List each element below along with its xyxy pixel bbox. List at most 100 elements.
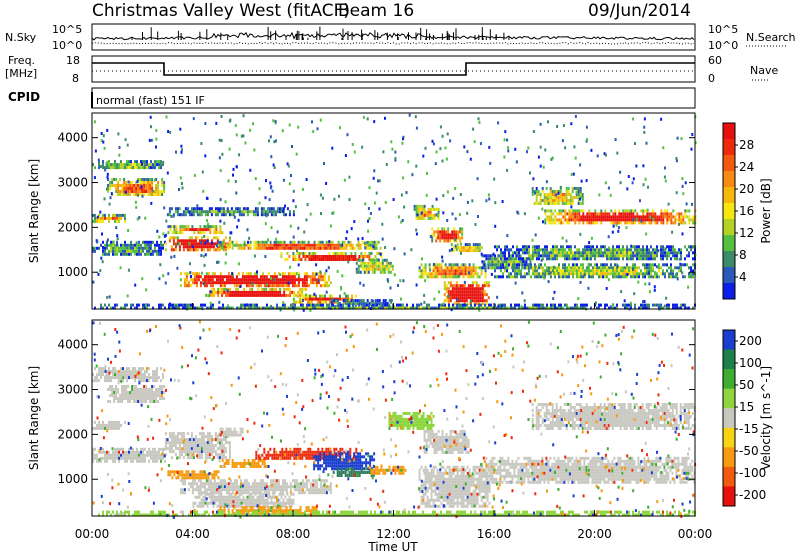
heatmap-cell [301, 243, 304, 247]
heatmap-cell [662, 221, 665, 225]
heatmap-cell [279, 273, 282, 277]
heatmap-cell [271, 275, 274, 279]
heatmap-cell [420, 272, 423, 276]
heatmap-cell [164, 233, 167, 237]
heatmap-cell [338, 252, 341, 255]
heatmap-cell [549, 187, 552, 190]
heatmap-cell [203, 281, 206, 285]
heatmap-cell [100, 459, 102, 463]
heatmap-cell [523, 299, 526, 303]
heatmap-cell [301, 278, 304, 282]
heatmap-cell [536, 254, 538, 258]
heatmap-cell [495, 263, 498, 267]
heatmap-cell [306, 203, 309, 207]
heatmap-cell [356, 258, 359, 261]
heatmap-cell [548, 272, 550, 276]
heatmap-cell [467, 287, 470, 291]
heatmap-cell [494, 201, 497, 205]
heatmap-cell [533, 202, 536, 205]
heatmap-cell [280, 252, 283, 255]
heatmap-cell [321, 240, 324, 244]
heatmap-cell [495, 260, 498, 264]
heatmap-cell [472, 306, 474, 310]
heatmap-cell [299, 243, 302, 247]
heatmap-cell [546, 269, 548, 273]
heatmap-cell [299, 290, 302, 294]
heatmap-cell [449, 239, 452, 243]
heatmap-cell [204, 245, 207, 249]
heatmap-cell [528, 269, 530, 273]
heatmap-cell [371, 261, 374, 265]
heatmap-cell [573, 196, 576, 199]
heatmap-cell [289, 224, 292, 228]
heatmap-cell [501, 254, 504, 258]
heatmap-cell [110, 240, 112, 244]
heatmap-cell [420, 269, 423, 273]
heatmap-cell [312, 306, 314, 310]
heatmap-cell [127, 187, 130, 190]
heatmap-cell [481, 260, 484, 264]
heatmap-cell [118, 426, 120, 430]
heatmap-cell [484, 275, 487, 279]
heatmap-cell [485, 293, 488, 297]
heatmap-cell [155, 128, 158, 132]
heatmap-cell [586, 254, 588, 258]
heatmap-cell [273, 284, 276, 288]
heatmap-cell [618, 248, 620, 252]
heatmap-cell [440, 306, 442, 310]
heatmap-cell [134, 246, 136, 250]
heatmap-cell [598, 248, 600, 252]
heatmap-cell [98, 423, 100, 427]
heatmap-cell [588, 209, 591, 213]
heatmap-cell [556, 306, 558, 310]
heatmap-cell [122, 367, 124, 371]
heatmap-cell [276, 306, 278, 310]
heatmap-cell [681, 232, 684, 236]
heatmap-cell [141, 400, 144, 403]
heatmap-cell [281, 278, 284, 282]
heatmap-cell [200, 207, 203, 211]
heatmap-cell [310, 306, 312, 310]
heatmap-cell [520, 269, 522, 273]
heatmap-cell [196, 236, 199, 240]
heatmap-cell [464, 263, 467, 267]
heatmap-cell [109, 400, 112, 403]
heatmap-cell [133, 388, 136, 391]
heatmap-cell [186, 242, 189, 246]
heatmap-cell [140, 456, 142, 460]
heatmap-cell [451, 284, 454, 288]
heatmap-cell [423, 213, 426, 217]
heatmap-cell [191, 228, 194, 232]
heatmap-cell [381, 222, 384, 226]
heatmap-cell [137, 178, 140, 181]
heatmap-cell [536, 275, 538, 279]
heatmap-cell [487, 263, 490, 267]
heatmap-cell [122, 166, 124, 170]
heatmap-cell [225, 243, 228, 247]
heatmap-cell [472, 275, 475, 279]
heatmap-cell [638, 221, 641, 225]
heatmap-cell [367, 219, 369, 223]
heatmap-cell [152, 453, 154, 457]
heatmap-cell [518, 248, 520, 252]
heatmap-cell [472, 272, 475, 276]
heatmap-cell [283, 240, 286, 244]
heatmap-cell [576, 263, 578, 267]
heatmap-cell [552, 218, 555, 222]
heatmap-cell [126, 453, 128, 457]
heatmap-cell [618, 218, 621, 222]
heatmap-cell [389, 286, 392, 290]
heatmap-cell [642, 263, 644, 267]
heatmap-cell [369, 267, 372, 271]
heatmap-cell [578, 209, 581, 213]
heatmap-cell [139, 394, 142, 397]
heatmap-cell [477, 296, 480, 300]
heatmap-cell [315, 272, 318, 276]
heatmap-cell [315, 263, 318, 267]
heatmap-cell [106, 426, 108, 430]
heatmap-cell [120, 373, 122, 377]
heatmap-cell [592, 266, 594, 270]
heatmap-cell [319, 294, 321, 298]
heatmap-cell [606, 266, 608, 270]
heatmap-cell [524, 266, 526, 270]
